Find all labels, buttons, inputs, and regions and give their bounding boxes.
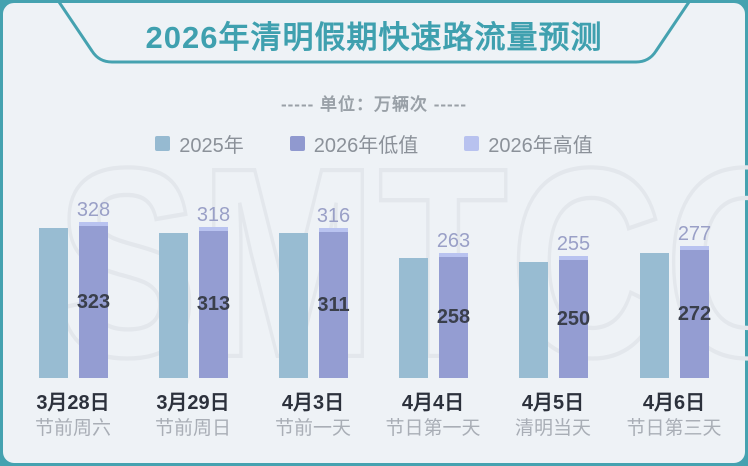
bar-group: 318 313 3月29日节前周日 (155, 150, 231, 439)
desc-label: 节前周日 (154, 418, 231, 439)
date-label: 4月3日 (281, 392, 345, 414)
bar-group: 316 311 4月3日节前一天 (275, 150, 351, 439)
bar-2025 (519, 262, 548, 378)
high-value-label: 328 (76, 199, 111, 221)
bar-group: 263 258 4月4日节日第一天 (385, 150, 480, 439)
bar-2026-low (199, 231, 228, 378)
bar-2026-low (319, 232, 348, 378)
chart-legend: 2025年 2026年低值 2026年高值 (0, 129, 748, 158)
legend-label: 2025年 (179, 135, 244, 157)
bar-2026-low (79, 226, 108, 378)
bar-2025 (39, 228, 68, 378)
high-value-label: 263 (436, 230, 471, 252)
bar-group: 328 323 3月28日节前周六 (35, 150, 111, 439)
chart-area: 328 323 3月28日节前周六 318 313 3月29日节前周日 316 311 4月3日… (0, 150, 748, 439)
high-value-label: 318 (196, 204, 231, 226)
bar-2025 (159, 233, 188, 378)
legend-swatch (289, 136, 305, 151)
bar-2026-high-cap (439, 253, 468, 257)
bar-group: 277 272 4月6日节日第三天 (626, 150, 721, 439)
high-value-label: 277 (677, 223, 712, 245)
date-label: 3月29日 (156, 392, 230, 414)
desc-label: 清明当天 (514, 418, 591, 439)
legend-swatch (464, 136, 480, 151)
date-label: 4月5日 (521, 392, 585, 414)
low-value-label: 313 (196, 293, 231, 315)
legend-label: 2026年低值 (313, 135, 419, 157)
desc-label: 节前一天 (274, 418, 351, 439)
bar-2025 (399, 258, 428, 378)
bar-2026-high-cap (199, 227, 228, 231)
bar-2026-low (559, 260, 588, 378)
date-label: 3月28日 (36, 392, 110, 414)
legend-item-2026-high: 2026年高值 (464, 129, 593, 158)
low-value-label: 272 (677, 303, 712, 325)
legend-item-2025: 2025年 (155, 129, 244, 158)
high-value-label: 255 (556, 233, 591, 255)
low-value-label: 311 (317, 294, 350, 316)
bar-2026-high-cap (559, 256, 588, 260)
bar-2025 (640, 253, 669, 378)
bar-2026-high-cap (680, 246, 709, 250)
date-label: 4月6日 (642, 392, 706, 414)
low-value-label: 258 (436, 306, 471, 328)
low-value-label: 250 (556, 308, 591, 330)
bar-2025 (279, 233, 308, 378)
date-label: 4月4日 (401, 392, 465, 414)
desc-label: 节前周六 (34, 418, 111, 439)
high-value-label: 316 (316, 205, 351, 227)
legend-item-2026-low: 2026年低值 (289, 129, 419, 158)
bar-group: 255 250 4月5日清明当天 (515, 150, 591, 439)
low-value-label: 323 (76, 291, 111, 313)
bar-2026-low (680, 250, 709, 378)
legend-label: 2026年高值 (488, 135, 593, 157)
page-title: 2026年清明假期快速路流量预测 (145, 20, 603, 55)
desc-label: 节日第一天 (385, 418, 481, 439)
bar-2026-high-cap (79, 222, 108, 226)
legend-swatch (155, 136, 171, 151)
bar-2026-low (439, 257, 468, 378)
desc-label: 节日第三天 (626, 418, 722, 439)
unit-label: ----- 单位：万辆次 ----- (280, 95, 468, 114)
bar-2026-high-cap (319, 228, 348, 232)
